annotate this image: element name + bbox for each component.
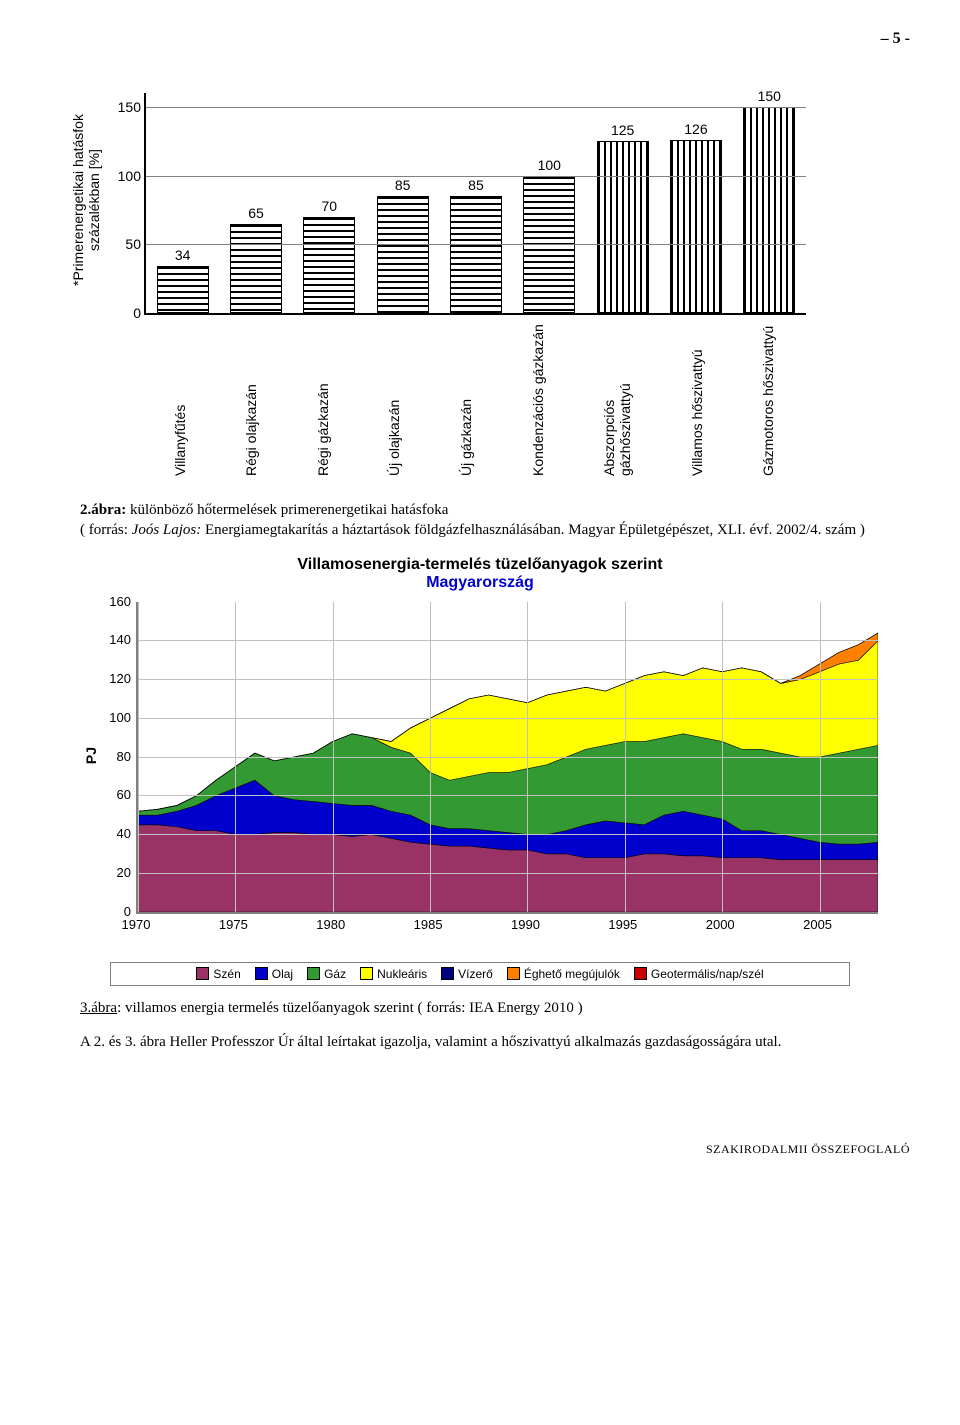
caption3-rest: : villamos energia termelés tüzelőanyago… (117, 1000, 583, 1016)
bar-xlabel-3: Új olajkazán (386, 316, 402, 476)
bar-8 (743, 107, 795, 313)
bar-2 (303, 217, 355, 313)
area-chart-title: Villamosenergia-termelés tüzelőanyagok s… (80, 556, 880, 574)
area-chart-subtitle: Magyarország (80, 574, 880, 592)
figure-3-caption: 3.ábra: villamos energia termelés tüzelő… (80, 998, 910, 1018)
caption-source-author: Joós Lajos: (132, 522, 202, 538)
bar-xlabel-8: Gázmotoros hőszivattyú (760, 316, 776, 476)
bar-4 (450, 196, 502, 313)
bar-chart-container: *Primerenergetikai hatásfok százalékban … (70, 58, 910, 488)
area-chart-container: Villamosenergia-termelés tüzelőanyagok s… (80, 556, 880, 986)
caption-title: különböző hőtermelések primerenergetikai… (126, 502, 448, 518)
bar-xlabel-0: Villanyfűtés (172, 316, 188, 476)
page-number: – 5 - (50, 30, 910, 48)
area-chart-ylabel: PJ (83, 747, 99, 764)
bar-xlabel-6: Abszorpciós gázhőszivattyú (601, 316, 633, 476)
figure-2-caption: 2.ábra: különböző hőtermelések primerene… (80, 500, 910, 541)
legend-item: Éghető megújulók (507, 967, 620, 981)
area-chart-legend: Szén Olaj Gáz Nukleáris Vízerő Éghető megújul… (110, 962, 850, 986)
caption-label: 2.ábra: (80, 502, 126, 518)
page-footer: SZAKIRODALMII ÖSSZEFOGLALÓ (50, 1142, 910, 1157)
legend-item: Nukleáris (360, 967, 427, 981)
bar-3 (377, 196, 429, 313)
bar-chart-ylabel: *Primerenergetikai hatásfok százalékban … (70, 88, 102, 313)
legend-item: Geotermális/nap/szél (634, 967, 764, 981)
caption3-label: 3.ábra (80, 1000, 117, 1016)
caption-source-rest: Energiamegtakarítás a háztartások földgá… (201, 522, 865, 538)
bar-0 (157, 266, 209, 313)
bar-xlabel-5: Kondenzációs gázkazán (530, 316, 546, 476)
legend-item: Olaj (255, 967, 293, 981)
bar-xlabel-4: Új gázkazán (458, 316, 474, 476)
bar-6 (597, 141, 649, 313)
area-chart: PJ 0204060801001201401601970197519801985… (80, 596, 902, 958)
bar-xlabel-2: Régi gázkazán (315, 316, 331, 476)
bar-xlabel-7: Villamos hőszivattyú (689, 316, 705, 476)
bar-xlabel-1: Régi olajkazán (243, 316, 259, 476)
bar-chart: 3465708585100125126150 050100150 Villany… (104, 58, 844, 488)
legend-item: Gáz (307, 967, 346, 981)
legend-item: Szén (196, 967, 240, 981)
bar-7 (670, 140, 722, 313)
legend-item: Vízerő (441, 967, 493, 981)
bar-1 (230, 224, 282, 313)
body-paragraph: A 2. és 3. ábra Heller Professzor Úr ált… (80, 1032, 880, 1052)
caption-source-prefix: ( forrás: (80, 522, 132, 538)
